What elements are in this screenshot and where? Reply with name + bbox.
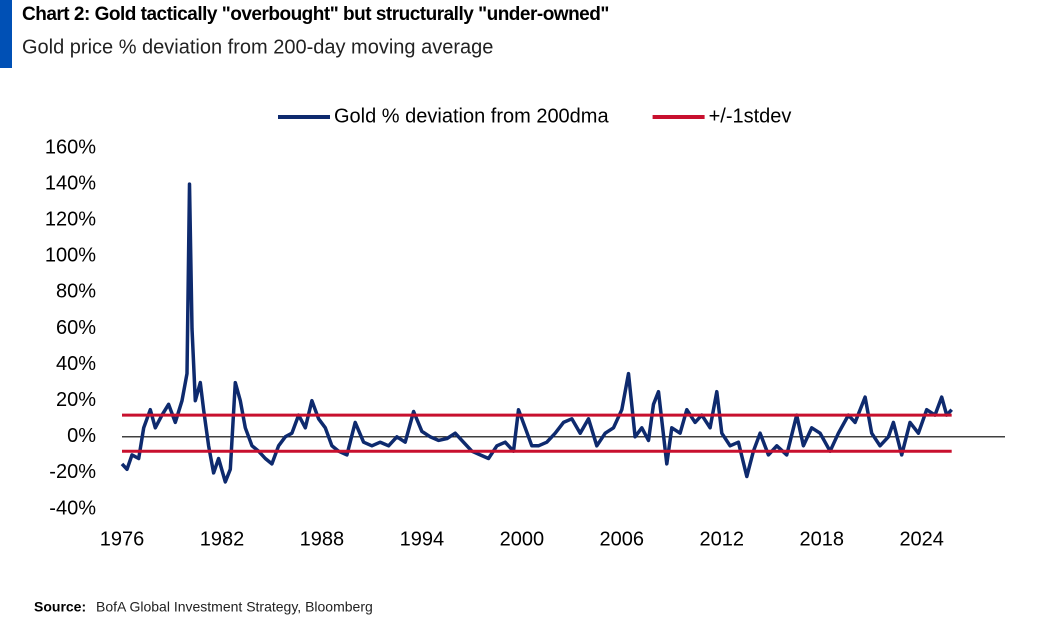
y-tick-label: -20% xyxy=(49,461,96,483)
y-tick-label: 100% xyxy=(45,245,96,267)
x-tick-label: 1994 xyxy=(400,528,445,550)
y-tick-label: 40% xyxy=(56,353,96,375)
accent-bar xyxy=(0,0,12,68)
x-tick-label: 2018 xyxy=(799,528,844,550)
chart-subtitle: Gold price % deviation from 200-day movi… xyxy=(22,36,493,58)
x-tick-label: 2012 xyxy=(700,528,745,550)
legend-label: +/-1stdev xyxy=(709,105,792,127)
x-tick-label: 2000 xyxy=(500,528,545,550)
y-tick-label: 140% xyxy=(45,172,96,194)
x-tick-label: 2024 xyxy=(899,528,944,550)
x-tick-label: 1982 xyxy=(200,528,245,550)
y-tick-label: 120% xyxy=(45,208,96,230)
x-tick-label: 2006 xyxy=(600,528,645,550)
legend-label: Gold % deviation from 200dma xyxy=(334,105,609,127)
y-tick-label: 80% xyxy=(56,281,96,303)
data-line xyxy=(120,182,953,484)
y-tick-label: -40% xyxy=(49,497,96,519)
source-label: Source: xyxy=(34,599,86,615)
x-tick-label: 1976 xyxy=(100,528,145,550)
y-tick-label: 20% xyxy=(56,389,96,411)
y-tick-label: 160% xyxy=(45,136,96,158)
source-text: BofA Global Investment Strategy, Bloombe… xyxy=(96,599,373,615)
y-tick-label: 60% xyxy=(56,317,96,339)
chart-title: Chart 2: Gold tactically "overbought" bu… xyxy=(22,4,609,25)
x-tick-label: 1988 xyxy=(300,528,345,550)
y-tick-label: 0% xyxy=(67,425,96,447)
